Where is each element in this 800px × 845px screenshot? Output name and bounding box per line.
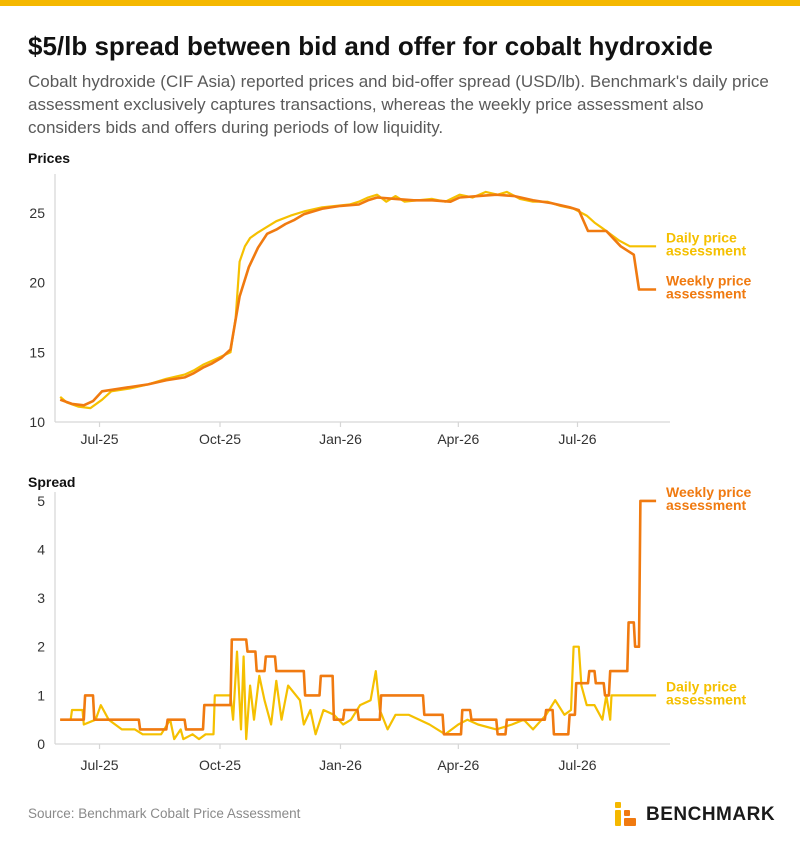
series-line-weekly	[60, 499, 657, 736]
source-note: Source: Benchmark Cobalt Price Assessmen…	[28, 806, 301, 821]
x-tick-label: Jan-26	[319, 757, 362, 773]
x-tick-label: Oct-25	[199, 757, 241, 773]
y-tick-label: 25	[29, 205, 45, 221]
x-tick-label: Oct-25	[199, 431, 241, 447]
y-tick-label: 15	[29, 344, 45, 360]
series-label-weekly: Weekly price assessment	[666, 273, 752, 302]
chart-title: $5/lb spread between bid and offer for c…	[28, 31, 713, 61]
benchmark-logo-icon	[615, 802, 636, 826]
y-tick-label: 4	[37, 541, 45, 557]
series-label-weekly: Weekly price assessment	[666, 486, 752, 513]
brand-top-bar	[0, 0, 800, 6]
x-tick-label: Apr-26	[437, 757, 479, 773]
benchmark-logo-text: BENCHMARK	[646, 804, 776, 825]
y-tick-label: 2	[37, 639, 45, 655]
x-tick-label: Jul-26	[558, 431, 596, 447]
series-line-weekly	[59, 193, 657, 407]
y-tick-label: 20	[29, 275, 45, 291]
spread-panel-title: Spread	[28, 474, 76, 490]
spread-chart: 0 1 2 3 4 5 Jul-25 Oct-25 Jan-26 Apr-26 Jul-26 Dail…	[37, 486, 752, 773]
y-tick-label: 1	[37, 687, 45, 703]
y-tick-label: 3	[37, 590, 45, 606]
benchmark-logo: BENCHMARK	[612, 800, 782, 830]
series-label-daily: Daily price assessment	[666, 229, 747, 258]
prices-chart: 10 15 20 25 Jul-25 Oct-25 Jan-26 Apr-26 Jul-26 Da…	[29, 174, 752, 447]
chart-subtitle: Cobalt hydroxide (CIF Asia) reported pri…	[28, 72, 769, 137]
x-tick-label: Jul-25	[80, 431, 118, 447]
x-tick-label: Apr-26	[437, 431, 479, 447]
series-line-daily	[60, 645, 657, 741]
prices-panel-title: Prices	[28, 150, 71, 166]
x-tick-label: Jul-26	[558, 757, 596, 773]
x-tick-label: Jan-26	[319, 431, 362, 447]
x-tick-label: Jul-25	[80, 757, 118, 773]
y-tick-label: 0	[37, 736, 45, 752]
series-label-daily: Daily price assessment	[666, 678, 747, 707]
y-tick-label: 5	[37, 493, 45, 509]
y-tick-label: 10	[29, 414, 45, 430]
series-line-daily	[59, 190, 657, 410]
